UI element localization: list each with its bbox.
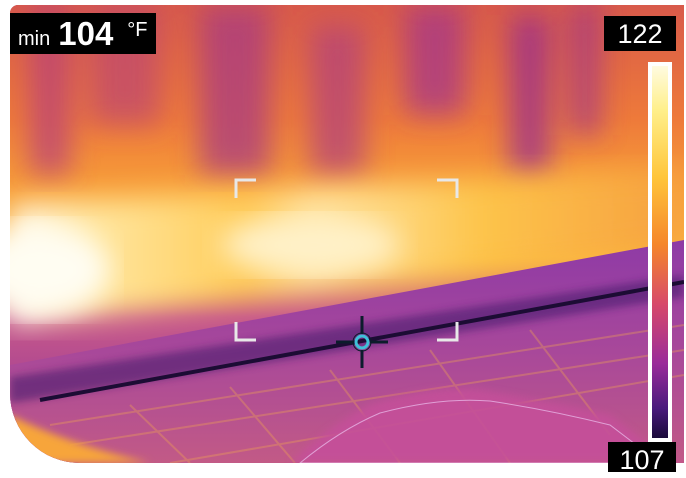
scale-max-label: 122 [604, 16, 676, 51]
thermal-image-frame [10, 5, 684, 463]
readout-unit: °F [127, 19, 148, 41]
color-scale-bar [648, 62, 672, 442]
min-temperature-readout: min 104 °F [10, 13, 156, 54]
readout-value: 104 [58, 15, 114, 52]
readout-label: min [18, 28, 51, 50]
thermal-image [10, 5, 684, 463]
scale-min-label: 107 [608, 442, 676, 475]
